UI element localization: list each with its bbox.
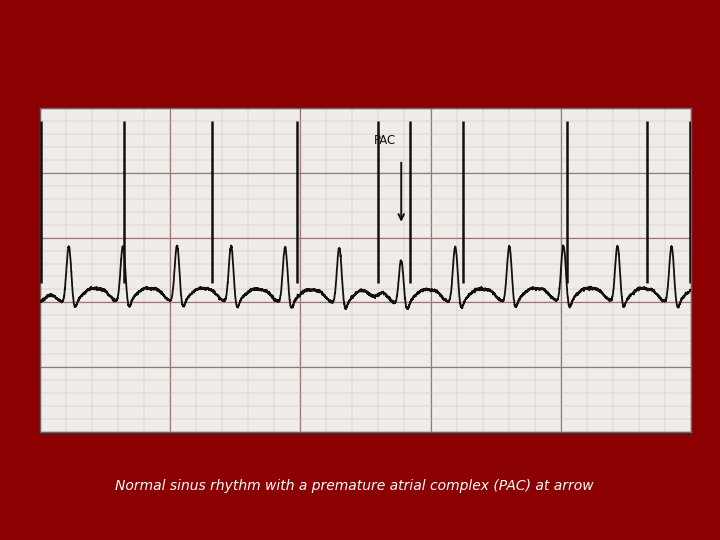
- Text: Normal sinus rhythm with a premature atrial complex (PAC) at arrow: Normal sinus rhythm with a premature atr…: [115, 479, 594, 493]
- Text: PAC: PAC: [374, 134, 396, 147]
